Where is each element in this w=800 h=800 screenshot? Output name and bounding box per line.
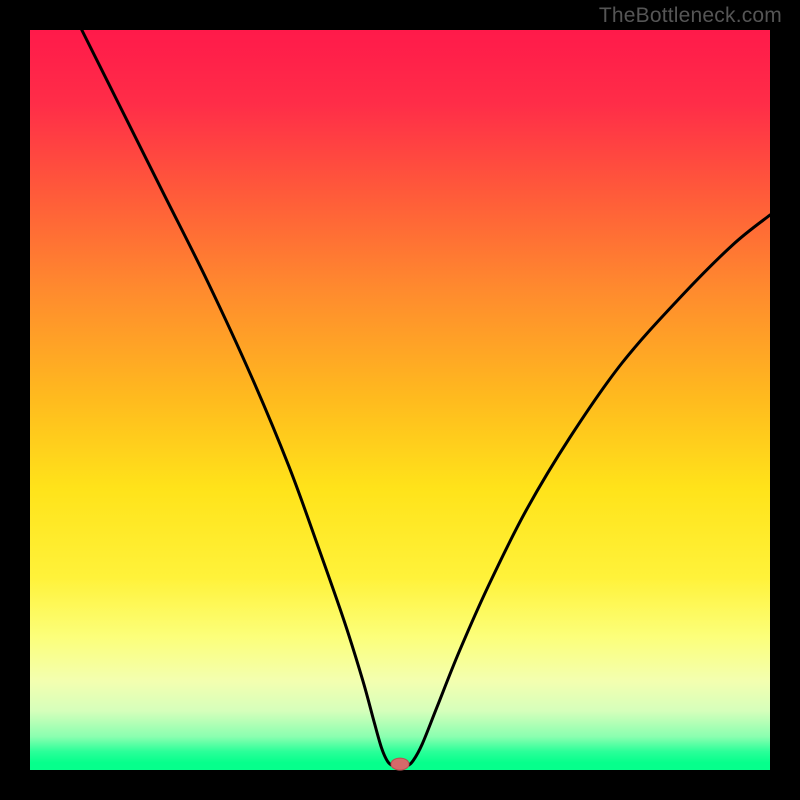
plot-area <box>30 30 770 770</box>
watermark-text: TheBottleneck.com <box>599 4 782 28</box>
chart-frame: TheBottleneck.com <box>0 0 800 800</box>
optimal-point-marker <box>391 758 409 770</box>
bottleneck-chart <box>0 0 800 800</box>
